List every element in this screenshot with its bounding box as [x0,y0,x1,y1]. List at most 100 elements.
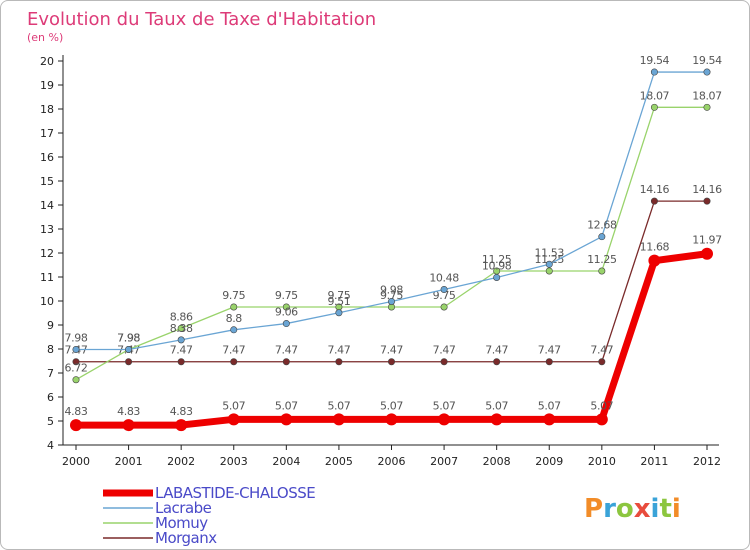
data-label: 5.07 [538,399,561,412]
y-tick-label: 8 [47,343,54,356]
data-point [72,358,80,366]
data-label: 4.83 [65,405,88,418]
data-point [227,413,240,426]
data-label: 11.25 [482,253,512,266]
data-point [440,303,448,311]
series-labastide-chalosse: 4.83 4.83 4.83 5.07 5.07 5.07 5.07 5.07 5.07 5.07… [65,234,723,432]
x-tick-label: 2001 [115,455,143,468]
data-label: 19.54 [692,54,722,67]
data-point [650,68,658,76]
data-point [175,419,188,432]
data-label: 4.83 [117,405,140,418]
data-label: 5.07 [590,399,613,412]
data-point [177,358,185,366]
data-point [493,273,501,281]
chart-subtitle: (en %) [27,31,63,44]
x-tick-label: 2008 [483,455,511,468]
data-label: 5.07 [380,399,403,412]
data-label: 4.83 [170,405,193,418]
data-label: 8.8 [226,312,243,325]
data-point [648,254,661,267]
x-tick-label: 2000 [62,455,90,468]
data-point [332,413,345,426]
data-point [650,103,658,111]
y-tick-label: 20 [40,55,54,68]
data-label: 7.47 [433,344,456,357]
data-label: 18.07 [692,89,722,102]
data-point [335,309,343,317]
data-label: 7.47 [170,344,193,357]
y-tick-label: 14 [40,199,54,212]
data-point [335,358,343,366]
data-point [703,197,711,205]
data-point [70,419,82,432]
data-point [701,247,713,260]
data-label: 9.75 [327,289,350,302]
data-label: 5.07 [433,399,456,412]
data-label: 18.07 [640,89,670,102]
data-point [230,303,238,311]
data-label: 9.51 [327,295,350,308]
data-point [177,336,185,344]
series-lacrabe: 7.98 7.988.388.8 9.069.519.9810.4810.9811.… [65,54,723,353]
data-label: 7.47 [222,344,245,357]
y-tick-label: 5 [47,415,54,428]
brand-letter: o [616,494,634,524]
data-point [230,326,238,334]
data-label: 8.38 [170,322,193,335]
x-tick-label: 2012 [693,455,721,468]
data-label: 7.47 [485,344,508,357]
data-point [490,413,503,426]
data-label: 7.47 [538,344,561,357]
x-tick-label: 2003 [220,455,248,468]
data-point [440,358,448,366]
x-tick-label: 2007 [430,455,458,468]
data-label: 5.07 [485,399,508,412]
x-tick-label: 2004 [272,455,300,468]
axes: 4 5 6 7 8 9 10 11 12 13 14 15 16 17 18 19 20 2000 2001 2002… [40,55,721,468]
y-tick-label: 10 [40,295,54,308]
y-tick-label: 16 [40,151,54,164]
series-morganx: 7.477.477.477.477.477.477.477.477.477.47… [65,183,723,366]
series-layer: 7.477.477.477.477.477.477.477.477.477.47… [65,54,723,432]
data-point [125,358,133,366]
data-label: 11.97 [692,234,722,247]
y-tick-label: 7 [47,367,54,380]
x-tick-label: 2011 [640,455,668,468]
data-point [545,267,553,275]
data-label: 12.68 [587,219,617,232]
data-point [282,358,290,366]
y-tick-label: 6 [47,391,54,404]
data-point [543,413,556,426]
y-tick-label: 12 [40,247,54,260]
data-point [595,413,608,426]
data-point [280,413,293,426]
brand-letter: i [651,494,660,524]
data-point [650,197,658,205]
data-point [438,413,451,426]
data-label: 11.25 [535,253,565,266]
legend-label: Lacrabe [155,499,212,517]
data-label: 7.47 [380,344,403,357]
x-tick-label: 2005 [325,455,353,468]
data-point [230,358,238,366]
data-label: 9.75 [380,289,403,302]
data-label: 7.47 [275,344,298,357]
data-label: 7.98 [117,331,140,344]
y-tick-label: 9 [47,319,54,332]
data-label: 9.06 [275,306,298,319]
data-label: 9.75 [275,289,298,302]
y-tick-label: 15 [40,175,54,188]
data-point [598,267,606,275]
data-point [72,376,80,384]
y-tick-label: 18 [40,103,54,116]
data-label: 6.72 [65,362,88,375]
data-label: 10.48 [429,271,459,284]
data-label: 11.25 [587,253,617,266]
y-tick-label: 4 [47,439,54,452]
x-tick-label: 2002 [167,455,195,468]
data-point [545,358,553,366]
